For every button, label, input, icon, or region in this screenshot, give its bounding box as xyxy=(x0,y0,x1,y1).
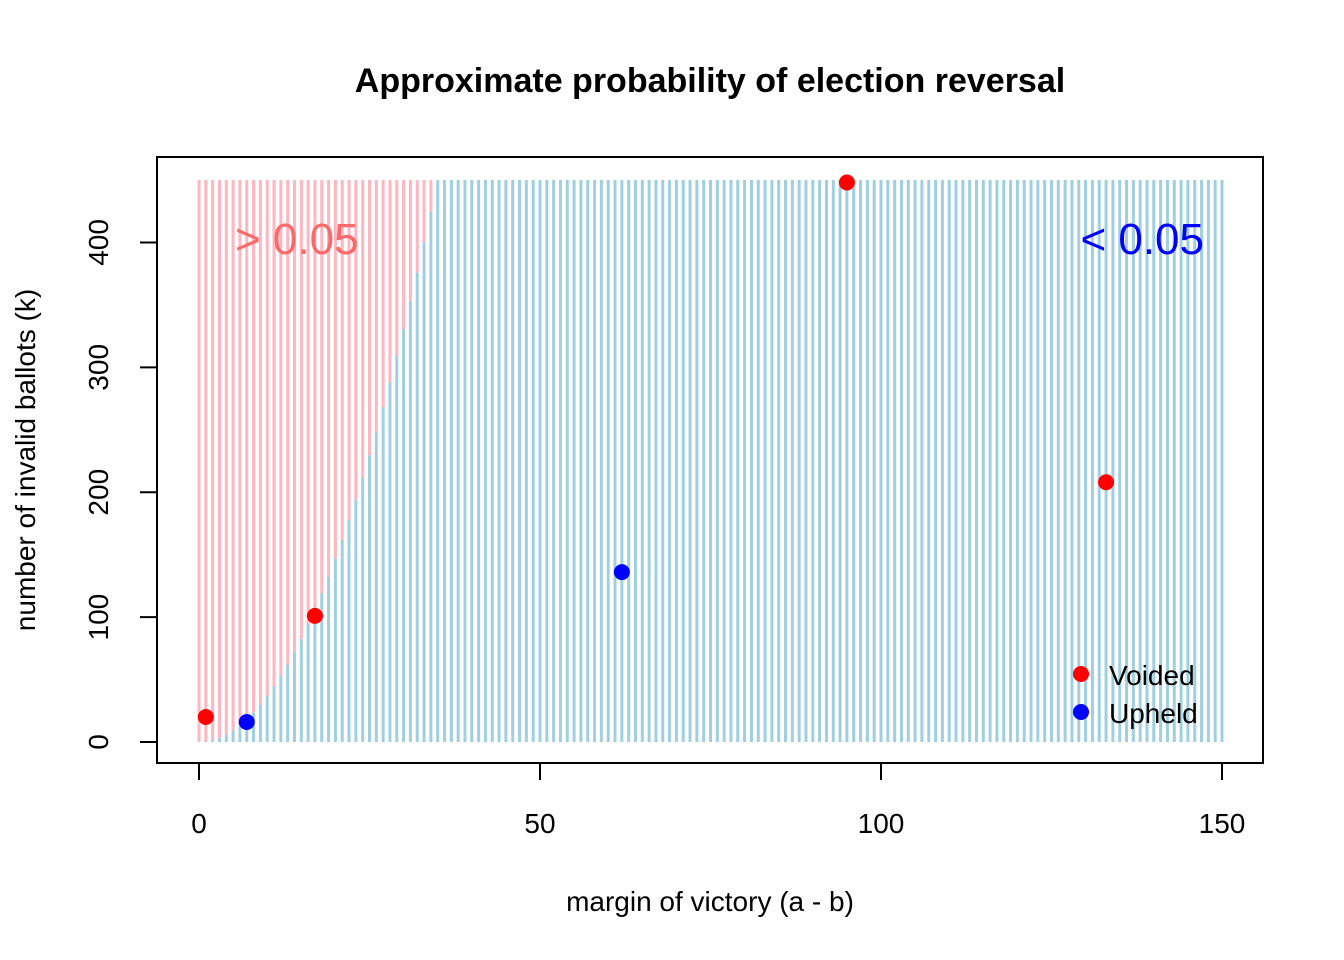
legend: Voided Upheld xyxy=(1073,660,1198,729)
data-point-voided xyxy=(838,174,855,191)
y-axis-label: number of invalid ballots (k) xyxy=(10,289,41,631)
data-points xyxy=(197,174,1115,731)
legend-label-upheld: Upheld xyxy=(1109,698,1198,729)
y-tick-label: 100 xyxy=(83,594,114,641)
data-point-upheld xyxy=(613,564,630,581)
x-axis: 0 50 100 150 xyxy=(191,762,1246,839)
chart-title: Approximate probability of election reve… xyxy=(355,62,1065,100)
data-point-voided xyxy=(197,709,214,726)
legend-swatch-upheld xyxy=(1073,704,1089,720)
region-label-low: < 0.05 xyxy=(1080,215,1204,264)
x-axis-label: margin of victory (a - b) xyxy=(566,886,854,917)
y-axis: 0 100 200 300 400 xyxy=(83,219,158,750)
probability-region-lines xyxy=(197,180,1224,742)
y-tick-label: 400 xyxy=(83,219,114,266)
x-tick-label: 100 xyxy=(858,808,905,839)
data-point-voided xyxy=(1098,474,1115,491)
data-point-upheld xyxy=(238,714,255,731)
y-tick-label: 300 xyxy=(83,344,114,391)
region-label-high: > 0.05 xyxy=(235,215,359,264)
data-point-voided xyxy=(306,607,323,624)
y-tick-label: 200 xyxy=(83,469,114,516)
y-tick-label: 0 xyxy=(83,734,114,750)
legend-swatch-voided xyxy=(1073,666,1089,682)
x-tick-label: 0 xyxy=(191,808,207,839)
legend-label-voided: Voided xyxy=(1109,660,1195,691)
x-tick-label: 50 xyxy=(524,808,555,839)
x-tick-label: 150 xyxy=(1199,808,1246,839)
